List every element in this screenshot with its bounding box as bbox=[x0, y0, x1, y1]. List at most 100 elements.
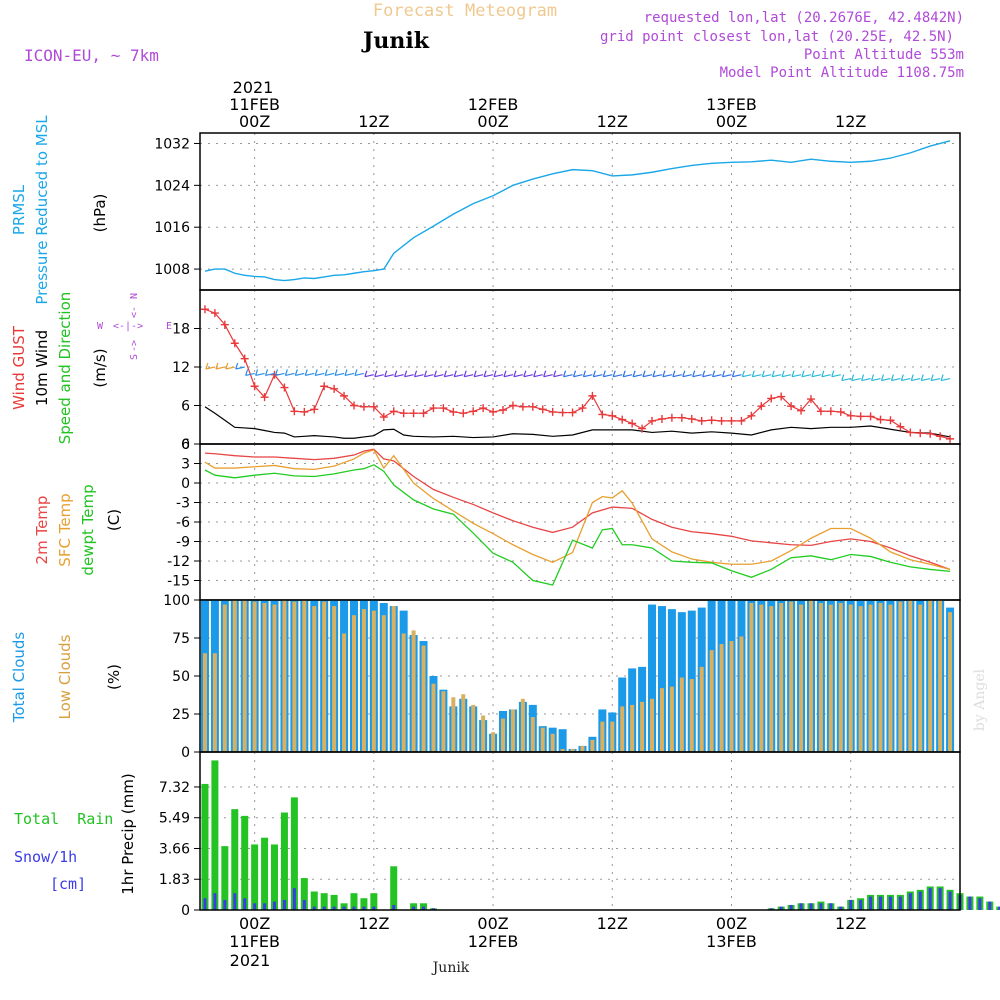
wind-barb-icon bbox=[225, 362, 235, 370]
rain-bar bbox=[251, 844, 259, 910]
top-hour-label: 00Z bbox=[239, 112, 270, 131]
gust-marker bbox=[459, 409, 468, 418]
wind-barb-icon bbox=[870, 374, 881, 382]
low-cloud-bar bbox=[590, 739, 595, 752]
snow-bar bbox=[928, 888, 932, 910]
meteogram-title: Forecast Meteogram bbox=[373, 1, 557, 21]
snow-unit-label: [cm] bbox=[50, 875, 86, 893]
low-cloud-bar bbox=[729, 641, 734, 752]
wind-barb-icon bbox=[642, 370, 653, 378]
low-cloud-bar bbox=[808, 600, 813, 752]
sfc-label: SFC Temp bbox=[56, 493, 74, 566]
compass-arrows: <-|-> bbox=[113, 321, 143, 332]
snow-bar bbox=[908, 893, 912, 910]
y-tick-label: -12 bbox=[167, 554, 190, 570]
low-cloud-bar bbox=[361, 609, 366, 752]
panel-pressure: 1008 1016 1024 1032 bbox=[154, 132, 961, 291]
snow-bar bbox=[948, 891, 952, 910]
location-title: Junik bbox=[361, 28, 430, 54]
gust-marker bbox=[200, 305, 209, 314]
snow-bar bbox=[273, 901, 277, 910]
y-tick-label: 25 bbox=[172, 707, 190, 723]
wind-barb-icon bbox=[622, 370, 633, 378]
gust-marker bbox=[757, 402, 766, 411]
wind-barb-icon bbox=[543, 370, 553, 378]
bottom-hour-label: 12Z bbox=[358, 914, 389, 933]
wind-compass: N <- W <-|-> E -> S bbox=[97, 293, 172, 360]
y-tick-label: 100 bbox=[163, 593, 190, 609]
gust-marker bbox=[826, 407, 835, 416]
y-tick-label: -15 bbox=[167, 574, 190, 590]
wind-barb-icon bbox=[483, 370, 494, 378]
low-cloud-bar bbox=[908, 600, 913, 752]
wind-barb-icon bbox=[473, 370, 484, 378]
y-tick-label: 0 bbox=[181, 903, 190, 919]
panel-frame bbox=[199, 132, 961, 291]
gust-marker bbox=[389, 407, 398, 416]
gust-marker bbox=[369, 402, 378, 411]
snow-bar bbox=[898, 896, 902, 910]
gust-marker bbox=[469, 407, 478, 416]
snow-bar bbox=[829, 903, 833, 910]
gust-marker bbox=[320, 382, 329, 391]
wind-barb-icon bbox=[721, 370, 732, 378]
wind-barb-icon bbox=[771, 370, 782, 378]
wind-barb-icon bbox=[314, 369, 325, 377]
gust-marker bbox=[230, 339, 239, 348]
gust-marker bbox=[280, 383, 289, 392]
low-cloud-bar bbox=[401, 633, 406, 752]
y-tick-label: 18 bbox=[172, 322, 190, 338]
rain-bar bbox=[221, 846, 229, 910]
watermark: by Angel bbox=[972, 668, 988, 731]
snow-bar bbox=[352, 906, 356, 910]
wind-barb-icon bbox=[821, 370, 831, 378]
wind-barb-icon bbox=[513, 370, 524, 378]
wind-barb-icon bbox=[255, 369, 265, 377]
gust-marker bbox=[657, 414, 666, 423]
low-cloud-bar bbox=[391, 606, 396, 752]
wind-barb-icon bbox=[662, 370, 673, 378]
wind-barb-icon bbox=[553, 370, 563, 378]
low-cloud-bar bbox=[620, 706, 625, 752]
y-tick-label: 3 bbox=[181, 457, 190, 473]
snow-bar bbox=[422, 906, 426, 910]
gust-marker bbox=[806, 395, 815, 404]
wind-barb-icon bbox=[751, 370, 762, 378]
wind-barb-icon bbox=[404, 370, 414, 378]
snow-bar bbox=[789, 904, 793, 910]
gust-marker bbox=[429, 404, 438, 413]
gust-marker bbox=[419, 409, 428, 418]
gust-marker bbox=[618, 415, 627, 424]
low-cloud-bar bbox=[520, 698, 525, 752]
wind-barb-icon bbox=[215, 362, 225, 370]
snow-bar bbox=[849, 899, 853, 910]
low-cloud-bar bbox=[461, 694, 466, 752]
pressure-unit: (hPa) bbox=[91, 194, 109, 233]
wind-barb-icon bbox=[523, 370, 533, 378]
low-cloud-bar bbox=[749, 603, 754, 752]
wind-barb-icon bbox=[741, 370, 752, 378]
rain-bar bbox=[241, 815, 249, 910]
gust-marker bbox=[648, 416, 657, 425]
snow-bar bbox=[223, 899, 227, 910]
snow-bar bbox=[839, 906, 843, 910]
rain-bar bbox=[350, 893, 358, 910]
rain-bar bbox=[370, 893, 378, 910]
snow-bar bbox=[203, 898, 207, 910]
low-cloud-bar bbox=[580, 745, 585, 752]
gust-marker bbox=[886, 416, 895, 425]
low-cloud-bar bbox=[242, 600, 247, 752]
low-cloud-bar bbox=[828, 604, 833, 752]
gust-marker bbox=[727, 416, 736, 425]
gust-marker bbox=[697, 416, 706, 425]
top-date-label: 12FEB bbox=[468, 95, 519, 114]
y-tick-label: -9 bbox=[176, 535, 190, 551]
snow-bar bbox=[431, 908, 435, 910]
wind10-label: 10m Wind bbox=[33, 330, 51, 406]
total-cloud-bar bbox=[657, 606, 666, 752]
low-cloud-bar bbox=[640, 701, 645, 752]
low-cloud-bar bbox=[610, 721, 615, 752]
wind-barb-icon bbox=[652, 370, 663, 378]
wind-barb-icon bbox=[443, 370, 454, 378]
